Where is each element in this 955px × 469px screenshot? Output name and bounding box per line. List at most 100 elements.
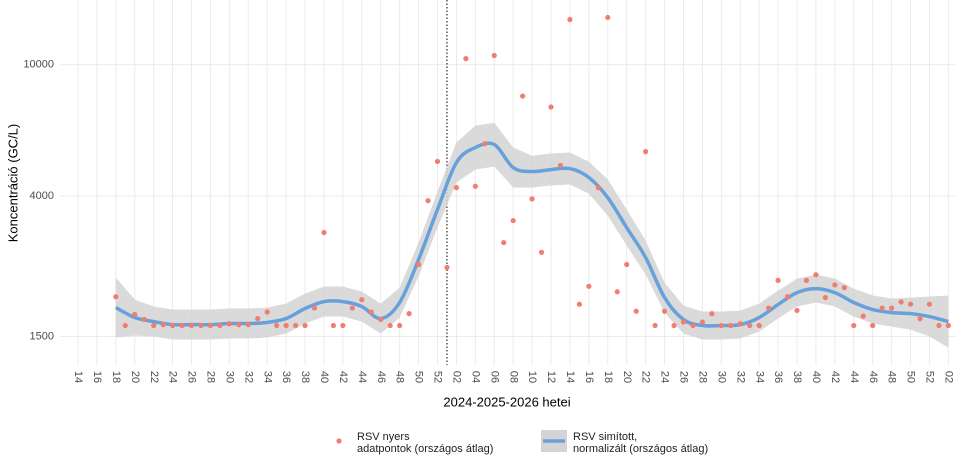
data-point — [292, 322, 299, 329]
x-tick-label: 42 — [829, 371, 841, 383]
data-point — [586, 283, 592, 289]
data-point — [851, 322, 857, 329]
x-tick-label: 20 — [129, 371, 141, 383]
data-point — [926, 301, 933, 307]
legend-label: RSV nyers adatpontok (országos átlag) — [357, 431, 494, 455]
x-tick-label: 16 — [91, 371, 103, 383]
x-tick-label: 18 — [602, 371, 614, 383]
data-point — [444, 264, 450, 271]
data-point — [188, 322, 195, 329]
x-tick-label: 04 — [469, 371, 481, 383]
data-point — [302, 322, 308, 329]
data-point — [567, 16, 573, 23]
x-tick-label: 02 — [451, 371, 463, 383]
data-point — [264, 309, 270, 315]
x-axis-title: 2024-2025-2026 hetei — [443, 394, 570, 409]
data-point — [633, 308, 639, 314]
data-point — [576, 301, 583, 307]
x-tick-label: 10 — [526, 371, 538, 383]
x-tick-label: 48 — [394, 371, 406, 383]
data-point — [907, 301, 914, 307]
data-point — [321, 229, 327, 236]
x-tick-label: 50 — [413, 371, 425, 383]
x-tick-label: 22 — [640, 371, 652, 383]
x-tick-label: 34 — [261, 371, 273, 383]
data-point — [643, 149, 649, 155]
x-tick-label: 40 — [318, 371, 330, 383]
data-point — [245, 322, 251, 328]
data-point — [728, 322, 734, 329]
data-point — [832, 282, 838, 288]
x-tick-label: 18 — [110, 371, 122, 383]
x-tick-label: 36 — [280, 371, 292, 383]
x-tick-label: 44 — [356, 371, 368, 383]
data-point — [652, 322, 658, 329]
data-point — [510, 217, 516, 224]
data-point — [690, 322, 696, 329]
data-point — [898, 299, 904, 305]
x-tick-label: 06 — [488, 371, 500, 383]
x-tick-label: 24 — [167, 371, 179, 383]
data-point — [151, 322, 157, 329]
data-point — [226, 321, 232, 327]
x-tick-label: 48 — [886, 371, 898, 383]
data-point — [425, 198, 431, 204]
data-point — [349, 305, 355, 311]
data-point — [330, 322, 337, 329]
data-point — [889, 305, 895, 311]
data-point — [501, 239, 507, 246]
data-point — [936, 322, 942, 329]
x-tick-label: 36 — [772, 371, 784, 383]
x-tick-label: 50 — [905, 371, 917, 383]
data-point — [198, 322, 204, 329]
data-point — [207, 322, 214, 329]
data-point — [803, 277, 810, 283]
data-point — [945, 322, 951, 329]
data-point — [387, 322, 393, 329]
y-axis-title: Koncentráció (GC/L) — [5, 124, 20, 243]
x-tick-label: 16 — [583, 371, 595, 383]
data-point — [122, 322, 128, 329]
x-tick-label: 02 — [942, 371, 954, 383]
data-point — [132, 311, 138, 318]
x-tick-label: 32 — [242, 371, 254, 383]
x-tick-label: 40 — [810, 371, 822, 383]
y-tick-label: 10000 — [23, 59, 54, 71]
x-tick-label: 46 — [375, 371, 387, 383]
data-point — [879, 305, 885, 311]
data-point — [463, 56, 469, 62]
data-point — [680, 319, 687, 325]
data-point — [595, 185, 601, 191]
data-point — [482, 141, 488, 147]
data-point — [406, 311, 412, 317]
x-tick-label: 34 — [753, 371, 765, 383]
data-point — [841, 285, 847, 291]
data-point — [756, 322, 762, 329]
confidence-band — [115, 122, 949, 348]
data-point — [529, 196, 535, 202]
x-tick-label: 38 — [299, 371, 311, 383]
plot-layer: 1500 4000 10000 14 16 18 20 22 24 26 28 30 32 34 36 38 4… — [23, 0, 955, 383]
x-tick-label: 20 — [621, 371, 633, 383]
data-point — [283, 322, 289, 329]
data-point — [737, 321, 743, 327]
data-point — [368, 309, 374, 315]
data-point — [311, 305, 318, 311]
x-tick-label: 32 — [734, 371, 746, 383]
data-point — [179, 322, 185, 329]
x-tick-label: 26 — [186, 371, 198, 383]
data-point — [236, 322, 242, 328]
data-point — [434, 158, 441, 165]
x-tick-label: 28 — [696, 371, 708, 383]
x-tick-label: 14 — [564, 371, 576, 383]
data-point — [548, 104, 554, 110]
x-tick-label: 42 — [337, 371, 349, 383]
x-tick-label: 46 — [867, 371, 879, 383]
x-tick-label: 52 — [432, 371, 444, 383]
data-point — [491, 52, 497, 59]
data-point — [718, 322, 724, 329]
legend-point-key — [336, 438, 342, 444]
y-tick-label: 1500 — [30, 330, 54, 342]
data-point — [794, 307, 800, 314]
